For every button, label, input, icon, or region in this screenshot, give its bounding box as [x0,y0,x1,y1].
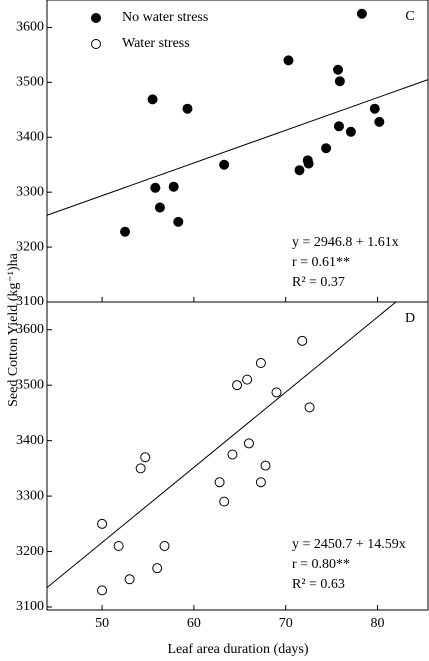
point [255,358,266,368]
annotation: R² = 0.63 [292,577,345,592]
y-tick-label: 3100 [16,599,44,614]
point [321,143,332,154]
x-tick-label: 80 [371,616,385,631]
x-tick-label: 70 [279,616,293,631]
legend-marker [91,13,101,23]
point [120,226,131,237]
legend-label: No water stress [122,10,208,25]
point [152,563,163,574]
point [271,387,282,398]
point [369,103,380,114]
point [283,55,294,66]
x-tick-label: 50 [95,616,109,631]
point [227,449,238,460]
point [333,64,344,75]
point [243,438,254,449]
point [260,460,271,471]
annotation: y = 2450.7 + 14.59x [292,537,406,552]
point [135,463,146,474]
annotation: r = 0.61** [292,255,350,270]
y-tick-label: 3300 [16,488,44,503]
point [304,402,315,413]
point [297,335,308,346]
point [255,477,266,488]
point [140,452,151,463]
annotation: y = 2946.8 + 1.61x [292,235,399,250]
y-tick-label: 3200 [16,239,44,254]
point [345,126,356,137]
panel-label: D [405,311,415,326]
y-tick-label: 3200 [16,544,44,559]
plot-frame [46,0,429,303]
trend-line [46,79,429,216]
point [124,574,135,585]
point [356,8,367,19]
panel-label: C [405,9,414,24]
point [214,477,225,488]
y-tick-label: 3100 [16,294,44,309]
point [97,518,108,529]
annotation: r = 0.80** [292,557,350,572]
y-tick-label: 3400 [16,129,44,144]
point [303,158,314,169]
y-tick-label: 3500 [16,75,44,90]
x-axis-label: Leaf area duration (days) [167,642,308,657]
point [182,103,193,114]
point [113,541,124,551]
legend-marker [91,39,101,49]
point [150,182,161,193]
y-tick-label: 3600 [16,322,44,337]
point [168,181,179,192]
y-tick-label: 3600 [16,20,44,35]
trend-line [46,301,397,588]
plot-frame [46,301,429,611]
y-tick-label: 3300 [16,184,44,199]
point [219,496,230,507]
point [159,541,170,551]
point [147,94,158,105]
point [374,116,385,127]
point [219,159,230,170]
point [173,216,184,227]
point [294,165,305,176]
x-tick-label: 60 [187,616,201,631]
y-tick-label: 3400 [16,433,44,448]
point [97,585,108,596]
legend-label: Water stress [122,36,190,51]
point [232,380,243,391]
point [154,202,165,213]
annotation: R² = 0.37 [292,275,345,290]
y-tick-label: 3500 [16,377,44,392]
y-axis-label: Seed Cotton Yield (kg⁻¹)ha [6,252,21,407]
point [333,121,344,132]
point [334,76,345,87]
point [242,374,253,385]
